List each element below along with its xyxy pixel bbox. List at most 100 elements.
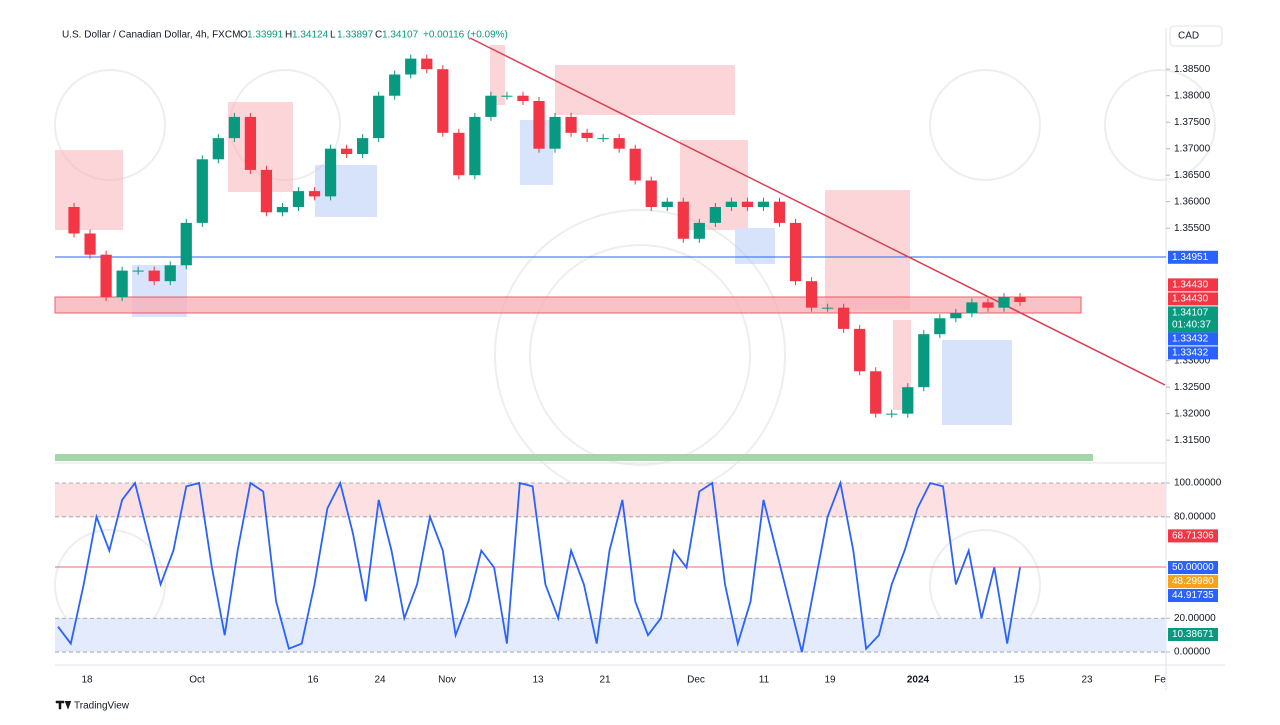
candle bbox=[292, 191, 305, 207]
candle bbox=[773, 201, 786, 223]
candle bbox=[886, 413, 898, 415]
price-badge bbox=[1168, 575, 1218, 589]
candle bbox=[469, 116, 481, 176]
candle bbox=[148, 270, 160, 282]
brand: TradingView bbox=[74, 701, 130, 712]
ohlc-value: 1.33897 bbox=[337, 30, 374, 41]
candle bbox=[324, 148, 337, 197]
price-badge bbox=[1168, 529, 1218, 543]
candle bbox=[966, 302, 978, 313]
candle bbox=[998, 297, 1010, 308]
y-tick-label: 1.38500 bbox=[1174, 64, 1211, 75]
candle bbox=[84, 233, 96, 255]
y-tick-label: 1.35500 bbox=[1174, 223, 1211, 234]
candle bbox=[276, 206, 289, 213]
y-tick-label: 1.38000 bbox=[1174, 90, 1211, 101]
y-tick-label: 1.37500 bbox=[1174, 117, 1211, 128]
candle bbox=[870, 371, 882, 414]
price-badge-label: 10.38671 bbox=[1172, 629, 1214, 640]
candle bbox=[421, 58, 433, 70]
y-tick-label: 1.37000 bbox=[1174, 143, 1211, 154]
overbought-band bbox=[55, 483, 1166, 517]
candle bbox=[485, 95, 497, 117]
time-label: Dec bbox=[687, 675, 705, 686]
time-label: 13 bbox=[532, 675, 544, 686]
ohlc-value: 1.33991 bbox=[247, 30, 284, 41]
candle bbox=[68, 206, 80, 234]
candle bbox=[453, 132, 465, 176]
candle bbox=[357, 138, 369, 155]
trend-line bbox=[469, 37, 1166, 386]
candle bbox=[244, 116, 257, 170]
y-tick-label: 1.32000 bbox=[1174, 408, 1211, 419]
time-label: 16 bbox=[307, 675, 319, 686]
candle bbox=[549, 116, 561, 149]
y-tick-label: 80.00000 bbox=[1174, 511, 1216, 522]
price-badge-label: 50.00000 bbox=[1172, 562, 1214, 573]
time-label: 19 bbox=[824, 675, 836, 686]
price-badge-label: 1.34430 bbox=[1172, 294, 1209, 305]
ohlc-key: O bbox=[240, 30, 248, 41]
time-label: 2024 bbox=[907, 675, 930, 686]
price-badge-label: 1.34430 bbox=[1172, 280, 1209, 291]
candle bbox=[164, 265, 176, 282]
price-badge-label: 68.71306 bbox=[1172, 531, 1214, 542]
candle bbox=[373, 95, 385, 139]
y-tick-label: 1.31500 bbox=[1174, 435, 1211, 446]
candle bbox=[260, 169, 273, 213]
y-tick-label: 1.32500 bbox=[1174, 382, 1211, 393]
candle bbox=[565, 116, 577, 133]
y-tick-label: 1.36000 bbox=[1174, 196, 1211, 207]
candle bbox=[308, 191, 321, 197]
y-tick-label: 100.00000 bbox=[1174, 478, 1222, 489]
time-label: 21 bbox=[599, 675, 611, 686]
time-label: Nov bbox=[438, 675, 456, 686]
resistance-zone bbox=[54, 296, 1082, 314]
candle bbox=[180, 222, 192, 266]
candle bbox=[100, 254, 112, 298]
candle bbox=[132, 270, 144, 272]
candle bbox=[533, 101, 545, 149]
candle bbox=[389, 74, 401, 96]
time-label: Fe bbox=[1154, 675, 1166, 686]
candle bbox=[725, 201, 738, 207]
oscillator-line bbox=[57, 479, 1021, 653]
price-badge-label: 48.29980 bbox=[1172, 576, 1214, 587]
currency-label[interactable]: CAD bbox=[1178, 31, 1199, 42]
y-tick-label: 1.36500 bbox=[1174, 170, 1211, 181]
candle bbox=[709, 206, 721, 223]
candle bbox=[982, 302, 994, 308]
price-badge-label: 1.34951 bbox=[1172, 252, 1209, 263]
candle bbox=[757, 201, 770, 207]
candle bbox=[821, 307, 834, 309]
time-label: 11 bbox=[759, 675, 770, 686]
oversold-band bbox=[55, 618, 1166, 652]
candle bbox=[196, 159, 208, 223]
price-badge-label: 44.91735 bbox=[1172, 590, 1214, 601]
price-badge bbox=[1168, 306, 1218, 333]
candle bbox=[340, 148, 353, 155]
candle bbox=[1014, 297, 1026, 303]
candle bbox=[918, 334, 930, 388]
candle bbox=[805, 281, 818, 308]
candle bbox=[661, 201, 673, 207]
time-label: 24 bbox=[374, 675, 386, 686]
price-badge bbox=[1168, 292, 1218, 306]
price-badge-label: 1.34107 bbox=[1172, 308, 1209, 319]
candle bbox=[854, 328, 866, 372]
currency-button[interactable] bbox=[1169, 25, 1223, 47]
time-label: Oct bbox=[189, 675, 205, 686]
ohlc-key: L bbox=[330, 30, 336, 41]
price-badge-label: 1.33432 bbox=[1172, 334, 1209, 345]
candle bbox=[228, 116, 240, 139]
ohlc-key: H bbox=[285, 30, 292, 41]
candle bbox=[629, 148, 641, 181]
price-badge-label: 1.33432 bbox=[1172, 348, 1209, 359]
candle bbox=[934, 318, 946, 335]
candle bbox=[517, 95, 529, 102]
candle bbox=[501, 95, 513, 97]
candle bbox=[212, 138, 224, 160]
candle bbox=[677, 201, 689, 239]
